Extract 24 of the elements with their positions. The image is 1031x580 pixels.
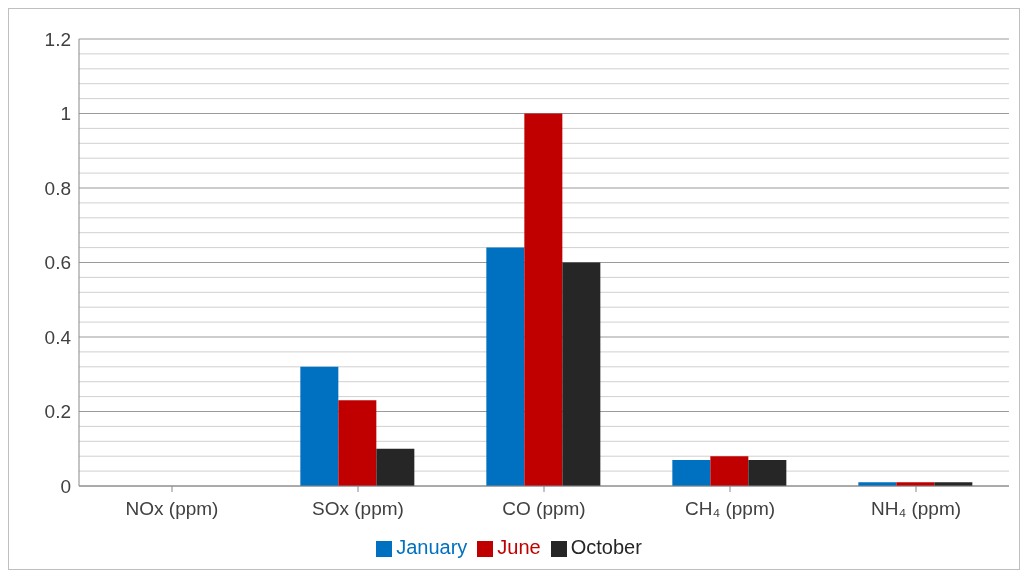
x-tick-label: CH₄ (ppm) (684, 498, 776, 520)
y-tick-label: 0.4 (44, 326, 72, 348)
y-tick-label: 1.2 (44, 28, 71, 50)
x-tick-label: NH₄ (ppm) (870, 498, 962, 520)
bar (672, 459, 711, 486)
x-tick-label: NOx (ppm) (125, 498, 219, 520)
bar (300, 366, 339, 486)
bar (486, 247, 525, 486)
y-tick-label: 0.2 (44, 401, 71, 423)
bar (748, 459, 787, 486)
bar (524, 113, 563, 486)
legend-label: October (570, 536, 642, 558)
y-tick-label: 1 (60, 103, 71, 125)
y-tick-label: 0.6 (44, 252, 71, 274)
bar (562, 262, 601, 486)
x-tick-label: CO (ppm) (502, 498, 586, 520)
legend-label: June (497, 536, 541, 558)
bar (376, 448, 415, 486)
legend-label: January (396, 536, 468, 558)
y-tick-label: 0.8 (44, 177, 71, 199)
bar (338, 400, 377, 486)
y-tick-label: 0 (60, 475, 71, 497)
bar (710, 456, 749, 486)
x-tick-label: SOx (ppm) (312, 498, 404, 520)
